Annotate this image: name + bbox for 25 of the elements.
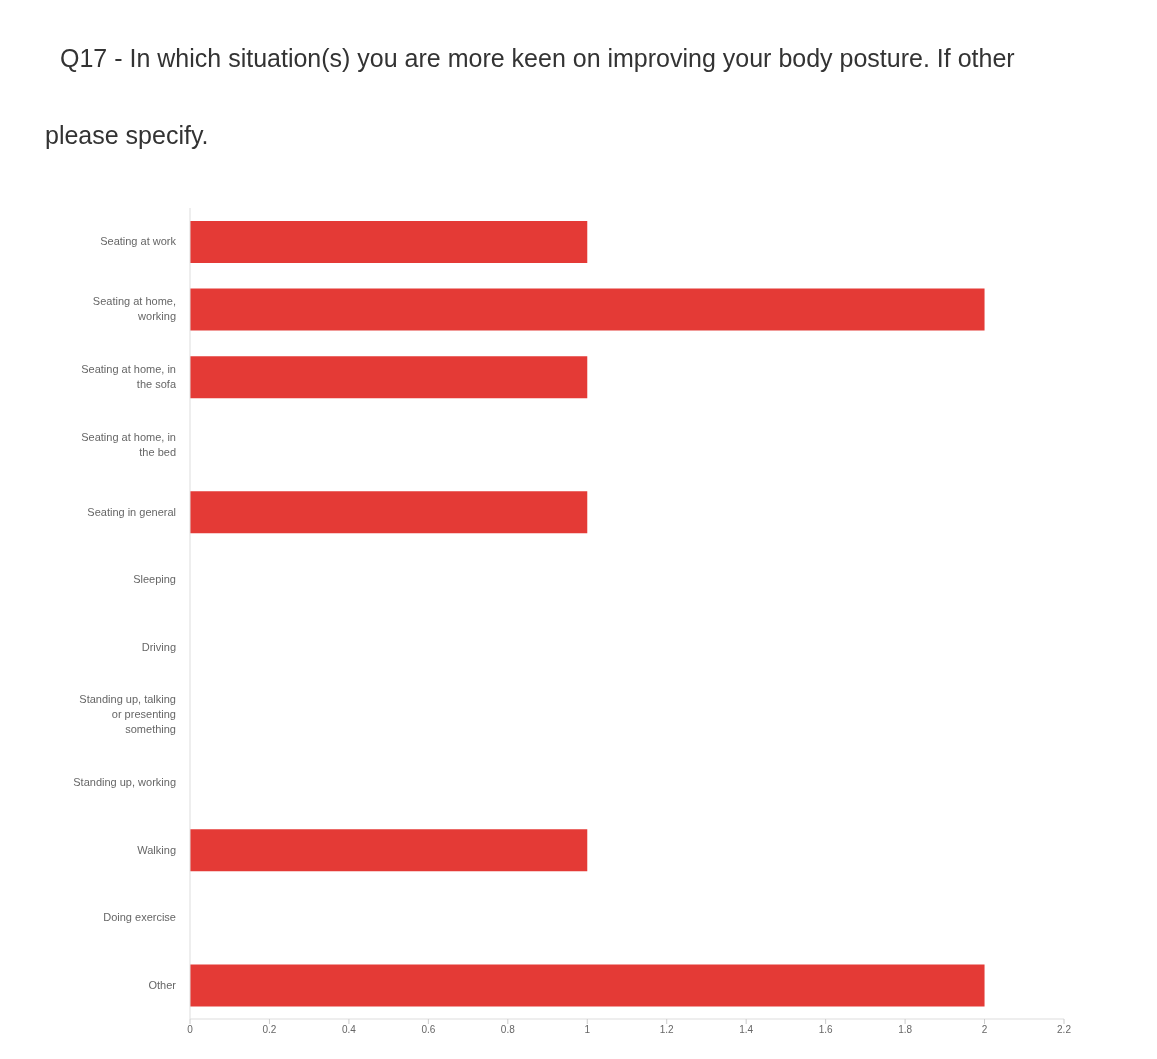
- y-tick-label: Other: [148, 977, 176, 993]
- y-tick-label: Seating at work: [100, 234, 176, 250]
- x-tick-label: 0.4: [341, 1024, 357, 1036]
- chart-title: Q17 - In which situation(s) you are more keen on improving your body posture. If other please specify.: [45, 44, 1015, 149]
- y-tick-label: Standing up, working: [73, 774, 176, 790]
- x-tick-label: 1: [584, 1024, 591, 1036]
- x-tick-label: 0.6: [421, 1024, 436, 1036]
- x-tick-label: 2.2: [1057, 1024, 1072, 1036]
- x-tick-label: 1.6: [818, 1024, 834, 1036]
- y-tick-label: Seating at home, in the sofa: [80, 361, 176, 392]
- y-tick-label: Driving: [141, 639, 176, 655]
- y-tick-label: Standing up, talking or presenting something: [78, 692, 176, 738]
- x-tick-label: 1.4: [739, 1024, 754, 1036]
- y-tick-label: Walking: [137, 842, 176, 858]
- x-tick-label: 1.8: [898, 1024, 913, 1036]
- y-tick-label: Seating at home, working: [91, 294, 176, 325]
- x-tick-label: 1.2: [659, 1024, 675, 1036]
- x-tick-label: 2: [981, 1024, 988, 1036]
- x-tick-label: 0: [187, 1024, 194, 1036]
- y-tick-label: Seating in general: [87, 504, 176, 520]
- x-tick-label: 0.2: [262, 1024, 277, 1036]
- y-tick-label: Sleeping: [133, 572, 176, 588]
- y-tick-label: Doing exercise: [103, 910, 176, 926]
- y-tick-label: Seating at home, in the bed: [80, 429, 176, 460]
- x-tick-label: 0.8: [500, 1024, 516, 1036]
